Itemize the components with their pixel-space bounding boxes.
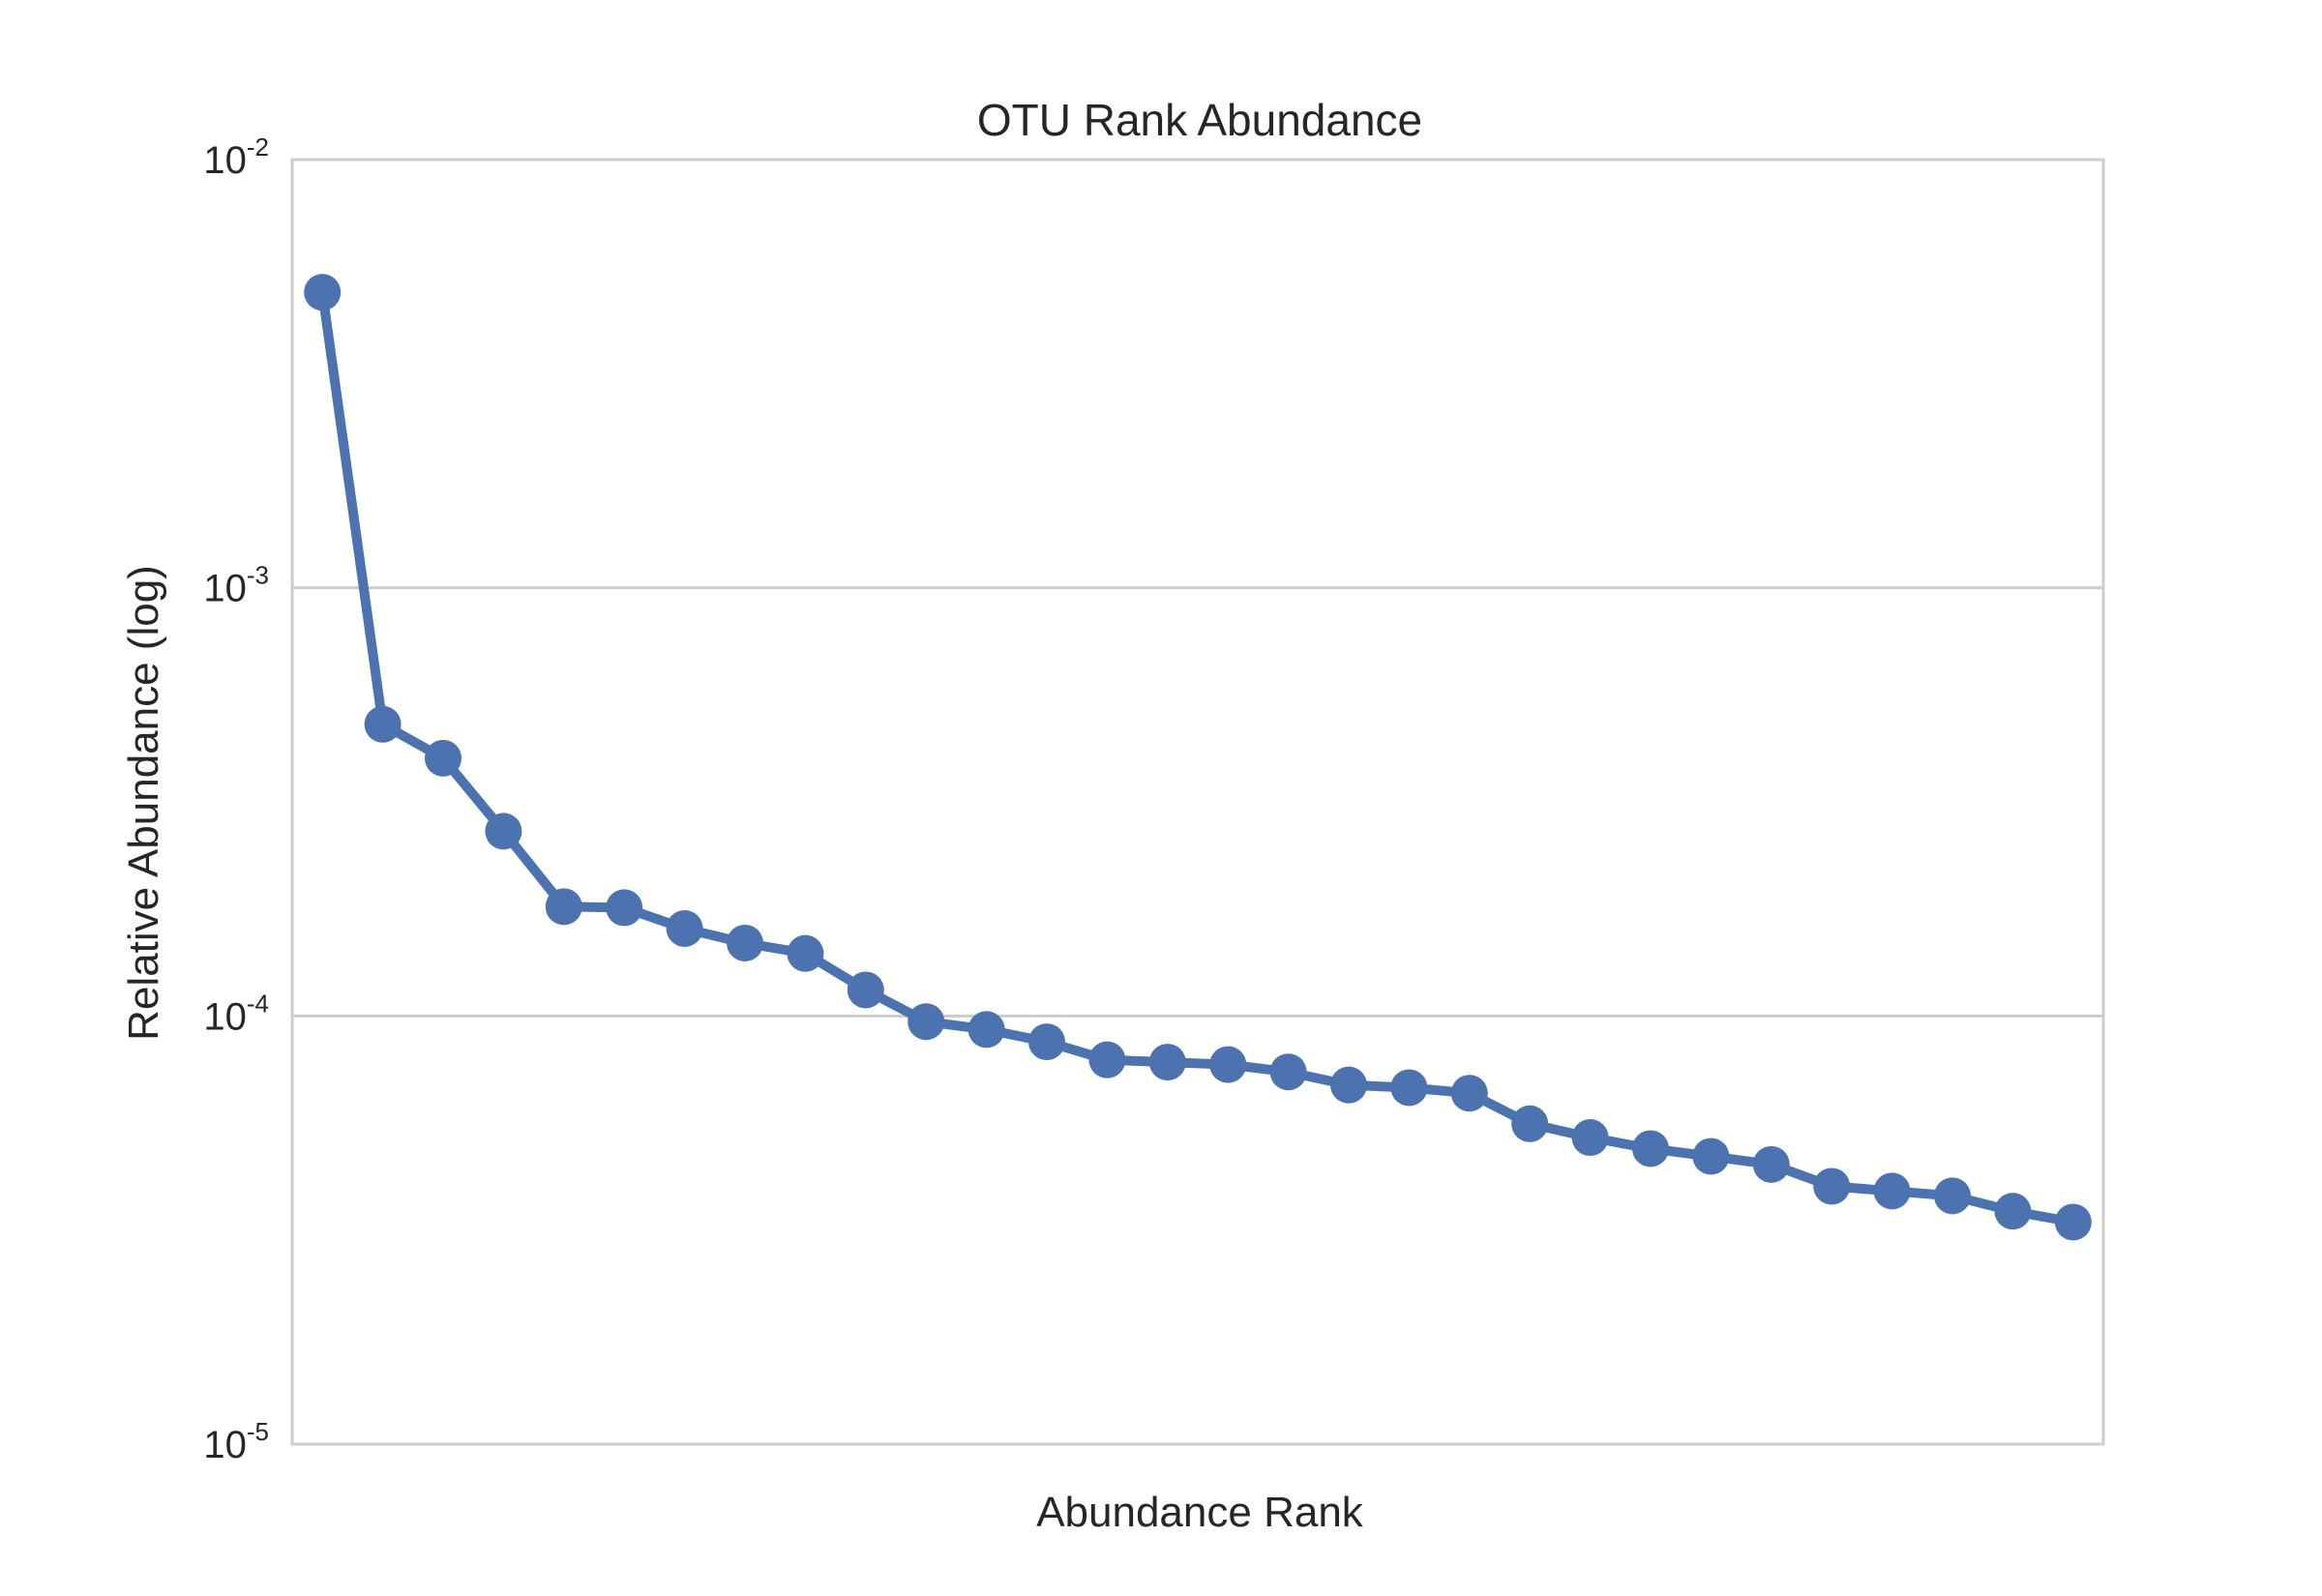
data-point-rank-15 (1148, 1044, 1186, 1081)
series-line-group (304, 274, 2092, 1241)
data-point-rank-22 (1571, 1119, 1609, 1157)
y-tick-base: 10 (203, 568, 247, 610)
plot-frame (290, 158, 2105, 1446)
y-tick-base: 10 (203, 995, 247, 1038)
data-point-rank-28 (1934, 1177, 1971, 1215)
y-tick-exponent: -4 (247, 989, 269, 1018)
data-point-rank-1 (304, 274, 342, 311)
y-tick-exponent: -2 (247, 133, 269, 162)
y-tick-exponent: -3 (247, 561, 269, 590)
data-point-rank-27 (1873, 1172, 1911, 1210)
data-point-rank-12 (968, 1011, 1005, 1049)
data-point-rank-13 (1028, 1023, 1065, 1061)
data-point-rank-30 (2054, 1203, 2092, 1241)
data-point-rank-16 (1209, 1046, 1247, 1083)
data-point-rank-29 (1994, 1193, 2032, 1230)
data-point-rank-18 (1330, 1066, 1367, 1104)
data-point-rank-25 (1752, 1145, 1790, 1183)
y-tick-label: 10-4 (203, 989, 269, 1038)
y-tick-label: 10-2 (203, 133, 269, 182)
y-tick-label: 10-5 (203, 1417, 269, 1466)
data-point-rank-21 (1511, 1105, 1549, 1142)
data-point-rank-5 (545, 888, 582, 926)
data-point-rank-11 (908, 1003, 945, 1041)
data-point-rank-2 (364, 705, 402, 743)
data-point-rank-23 (1632, 1130, 1669, 1167)
data-point-rank-9 (787, 934, 824, 972)
data-point-rank-17 (1269, 1053, 1307, 1091)
data-point-rank-10 (847, 971, 884, 1009)
y-tick-exponent: -5 (247, 1417, 269, 1446)
data-point-rank-8 (727, 924, 763, 961)
data-point-rank-3 (425, 739, 461, 777)
y-axis-ticks: 10-210-310-410-5 (203, 133, 269, 1466)
y-tick-base: 10 (203, 1424, 247, 1466)
y-tick-label: 10-3 (203, 561, 269, 610)
data-point-rank-24 (1692, 1138, 1730, 1175)
data-point-rank-20 (1450, 1075, 1488, 1112)
chart-title: OTU Rank Abundance (977, 95, 1422, 145)
data-point-rank-26 (1813, 1167, 1851, 1205)
data-point-rank-7 (666, 909, 703, 947)
data-point-rank-14 (1088, 1041, 1126, 1079)
data-point-rank-6 (606, 889, 643, 927)
data-point-rank-19 (1390, 1069, 1428, 1107)
data-point-rank-4 (485, 813, 522, 850)
y-axis-label: Relative Abundance (log) (120, 565, 167, 1041)
x-axis-label: Abundance Rank (1036, 1489, 1364, 1536)
y-tick-base: 10 (203, 139, 247, 182)
